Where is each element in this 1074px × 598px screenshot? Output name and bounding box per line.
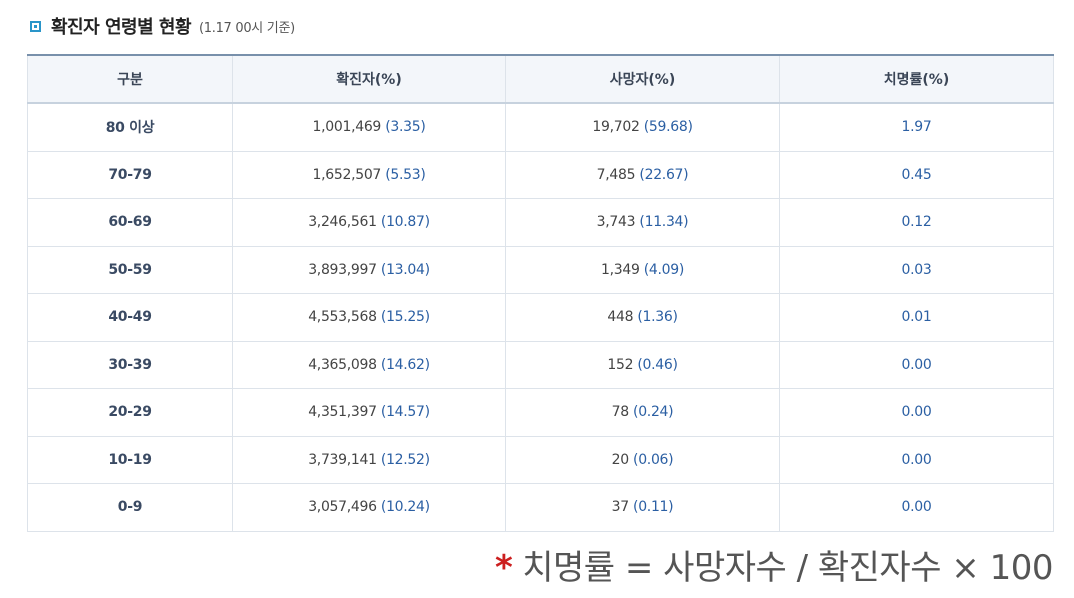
age-group-cell: 30-39	[27, 340, 233, 389]
asterisk-icon: *	[494, 548, 513, 588]
cases-percent: (10.24)	[380, 499, 430, 516]
deaths-percent: (1.36)	[637, 309, 678, 326]
deaths-percent: (0.11)	[633, 499, 674, 516]
table-header-row: 구분 확진자(%) 사망자(%) 치명률(%)	[27, 54, 1054, 104]
deaths-percent: (22.67)	[639, 166, 689, 183]
table-row: 0-9 3,057,496 (10.24) 37 (0.11) 0.00	[27, 483, 1054, 532]
deaths-percent: (11.34)	[639, 214, 689, 231]
page-title: 확진자 연령별 현황	[51, 17, 192, 38]
cases-percent: (15.25)	[380, 309, 430, 326]
deaths-count: 152	[607, 356, 634, 373]
cases-count: 4,365,098	[308, 356, 377, 373]
deaths-count: 37	[611, 499, 630, 516]
fatality-cell: 0.12	[779, 198, 1054, 247]
deaths-count: 20	[611, 451, 630, 468]
deaths-percent: (0.06)	[633, 451, 674, 468]
deaths-count: 3,743	[596, 214, 636, 231]
table-row: 20-29 4,351,397 (14.57) 78 (0.24) 0.00	[27, 388, 1054, 437]
col-header-cases: 확진자(%)	[232, 54, 506, 104]
deaths-cell: 7,485 (22.67)	[505, 150, 780, 199]
table-row: 60-69 3,246,561 (10.87) 3,743 (11.34) 0.…	[27, 198, 1054, 247]
cases-count: 3,739,141	[308, 451, 377, 468]
deaths-cell: 37 (0.11)	[505, 483, 780, 532]
deaths-cell: 1,349 (4.09)	[505, 245, 780, 294]
fatality-cell: 0.00	[779, 435, 1054, 484]
deaths-cell: 448 (1.36)	[505, 293, 780, 342]
cases-count: 4,351,397	[308, 404, 377, 421]
age-group-cell: 20-29	[27, 388, 233, 437]
deaths-cell: 3,743 (11.34)	[505, 198, 780, 247]
age-group-cell: 60-69	[27, 198, 233, 247]
fatality-cell: 1.97	[779, 102, 1054, 152]
deaths-cell: 78 (0.24)	[505, 388, 780, 437]
cases-count: 3,893,997	[308, 261, 377, 278]
deaths-count: 19,702	[592, 119, 640, 136]
deaths-cell: 20 (0.06)	[505, 435, 780, 484]
col-header-fatality: 치명률(%)	[779, 54, 1054, 104]
cases-percent: (13.04)	[380, 261, 430, 278]
table-row: 80 이상 1,001,469 (3.35) 19,702 (59.68) 1.…	[27, 102, 1054, 152]
age-group-cell: 10-19	[27, 435, 233, 484]
age-group-cell: 70-79	[27, 150, 233, 199]
age-group-cell: 40-49	[27, 293, 233, 342]
cases-count: 3,057,496	[308, 499, 377, 516]
cases-percent: (12.52)	[380, 451, 430, 468]
deaths-cell: 152 (0.46)	[505, 340, 780, 389]
fatality-cell: 0.03	[779, 245, 1054, 294]
section-header: 확진자 연령별 현황 (1.17 00시 기준)	[30, 12, 295, 40]
square-bullet-icon	[30, 20, 41, 32]
cases-cell: 1,001,469 (3.35)	[232, 102, 506, 152]
cases-cell: 3,739,141 (12.52)	[232, 435, 506, 484]
age-group-cell: 80 이상	[27, 102, 233, 152]
cases-count: 1,001,469	[312, 119, 382, 136]
cases-count: 4,553,568	[308, 309, 377, 326]
cases-percent: (3.35)	[385, 119, 426, 136]
fatality-cell: 0.01	[779, 293, 1054, 342]
deaths-cell: 19,702 (59.68)	[505, 102, 780, 152]
formula-text: 치명률 = 사망자수 / 확진자수 × 100	[522, 548, 1053, 588]
cases-percent: (10.87)	[380, 214, 430, 231]
fatality-cell: 0.00	[779, 388, 1054, 437]
table-row: 40-49 4,553,568 (15.25) 448 (1.36) 0.01	[27, 293, 1054, 342]
cases-cell: 4,365,098 (14.62)	[232, 340, 506, 389]
deaths-count: 7,485	[596, 166, 636, 183]
cases-cell: 1,652,507 (5.53)	[232, 150, 506, 199]
fatality-formula-note: * 치명률 = 사망자수 / 확진자수 × 100	[494, 540, 1054, 589]
col-header-deaths: 사망자(%)	[505, 54, 780, 104]
cases-cell: 3,893,997 (13.04)	[232, 245, 506, 294]
table-row: 30-39 4,365,098 (14.62) 152 (0.46) 0.00	[27, 340, 1054, 389]
deaths-count: 78	[611, 404, 630, 421]
table-row: 10-19 3,739,141 (12.52) 20 (0.06) 0.00	[27, 435, 1054, 484]
cases-cell: 4,553,568 (15.25)	[232, 293, 506, 342]
deaths-count: 1,349	[600, 261, 640, 278]
fatality-cell: 0.00	[779, 483, 1054, 532]
table-row: 50-59 3,893,997 (13.04) 1,349 (4.09) 0.0…	[27, 245, 1054, 294]
deaths-count: 448	[607, 309, 634, 326]
cases-cell: 4,351,397 (14.57)	[232, 388, 506, 437]
col-header-group: 구분	[27, 54, 233, 104]
cases-percent: (14.57)	[380, 404, 430, 421]
date-basis: (1.17 00시 기준)	[199, 20, 295, 36]
cases-cell: 3,057,496 (10.24)	[232, 483, 506, 532]
cases-count: 1,652,507	[312, 166, 382, 183]
deaths-percent: (4.09)	[643, 261, 685, 278]
deaths-percent: (0.46)	[637, 356, 678, 373]
deaths-percent: (59.68)	[643, 119, 693, 136]
fatality-cell: 0.00	[779, 340, 1054, 389]
age-group-cell: 0-9	[27, 483, 233, 532]
deaths-percent: (0.24)	[633, 404, 674, 421]
cases-cell: 3,246,561 (10.87)	[232, 198, 506, 247]
table-row: 70-79 1,652,507 (5.53) 7,485 (22.67) 0.4…	[27, 150, 1054, 199]
cases-percent: (5.53)	[385, 166, 426, 183]
cases-count: 3,246,561	[308, 214, 377, 231]
age-stats-table: 구분 확진자(%) 사망자(%) 치명률(%) 80 이상 1,001,469 …	[27, 54, 1054, 532]
fatality-cell: 0.45	[779, 150, 1054, 199]
cases-percent: (14.62)	[380, 356, 430, 373]
age-group-cell: 50-59	[27, 245, 233, 294]
